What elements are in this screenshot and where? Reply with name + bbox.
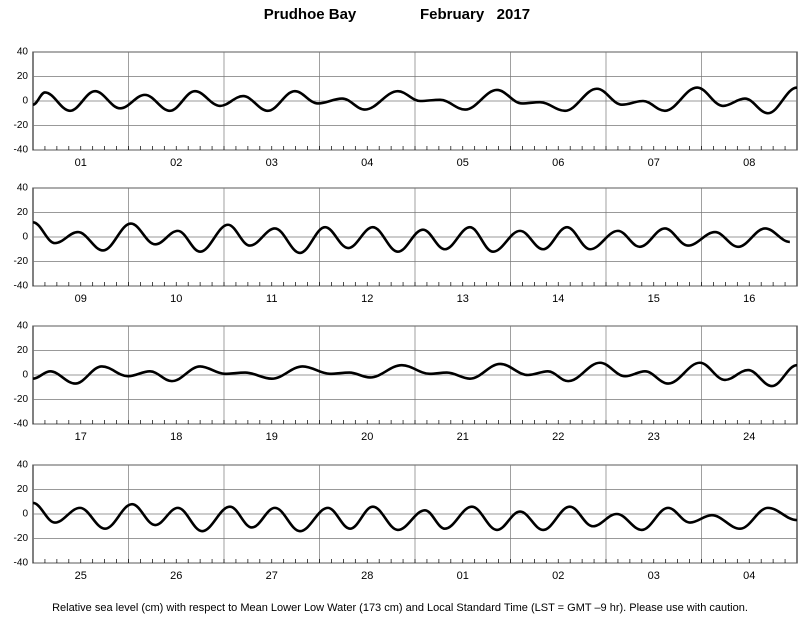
- y-tick-label: -40: [14, 145, 29, 156]
- day-label: 04: [361, 157, 373, 169]
- day-label: 20: [361, 431, 373, 443]
- y-tick-label: 0: [22, 509, 28, 520]
- day-label: 11: [266, 293, 277, 305]
- day-label: 02: [552, 570, 564, 582]
- tide-line: [32, 221, 791, 255]
- y-tick-label: -20: [14, 120, 29, 131]
- tide-line: [32, 86, 798, 115]
- tide-line: [32, 501, 798, 533]
- y-tick-label: 40: [17, 183, 29, 194]
- day-label: 01: [457, 570, 469, 582]
- day-label: 23: [648, 431, 660, 443]
- y-tick-label: -20: [14, 394, 29, 405]
- date-title: February 2017: [420, 6, 530, 23]
- y-tick-label: 0: [22, 370, 28, 381]
- y-tick-label: 40: [17, 321, 29, 332]
- day-label: 21: [457, 431, 469, 443]
- y-tick-label: 20: [17, 207, 29, 218]
- y-tick-label: 20: [17, 484, 29, 495]
- day-label: 03: [648, 570, 660, 582]
- day-label: 02: [170, 157, 182, 169]
- y-tick-label: 20: [17, 345, 29, 356]
- day-label: 07: [648, 157, 660, 169]
- tide-line: [32, 361, 798, 388]
- y-tick-label: -40: [14, 558, 29, 569]
- day-label: 18: [170, 431, 182, 443]
- day-label: 12: [361, 293, 373, 305]
- y-tick-label: -40: [14, 281, 29, 292]
- y-tick-label: -40: [14, 419, 29, 430]
- day-label: 27: [266, 570, 278, 582]
- day-label: 13: [457, 293, 469, 305]
- station-title: Prudhoe Bay: [264, 6, 357, 23]
- y-tick-label: 40: [17, 47, 29, 58]
- day-label: 28: [361, 570, 373, 582]
- day-label: 19: [266, 431, 278, 443]
- day-label: 01: [75, 157, 87, 169]
- y-tick-label: 0: [22, 232, 28, 243]
- day-label: 24: [743, 431, 755, 443]
- y-tick-label: 40: [17, 460, 29, 471]
- day-label: 26: [170, 570, 182, 582]
- y-tick-label: -20: [14, 256, 29, 267]
- day-label: 17: [75, 431, 87, 443]
- day-label: 16: [743, 293, 755, 305]
- day-label: 08: [743, 157, 755, 169]
- day-label: 15: [648, 293, 660, 305]
- day-label: 03: [266, 157, 278, 169]
- day-label: 05: [457, 157, 469, 169]
- day-label: 04: [743, 570, 755, 582]
- day-label: 10: [170, 293, 182, 305]
- day-label: 14: [552, 293, 564, 305]
- day-label: 25: [75, 570, 87, 582]
- y-tick-label: -20: [14, 533, 29, 544]
- day-label: 09: [75, 293, 87, 305]
- day-label: 06: [552, 157, 564, 169]
- y-tick-label: 20: [17, 71, 29, 82]
- footer-note: Relative sea level (cm) with respect to …: [52, 602, 748, 614]
- day-label: 22: [552, 431, 564, 443]
- y-tick-label: 0: [22, 96, 28, 107]
